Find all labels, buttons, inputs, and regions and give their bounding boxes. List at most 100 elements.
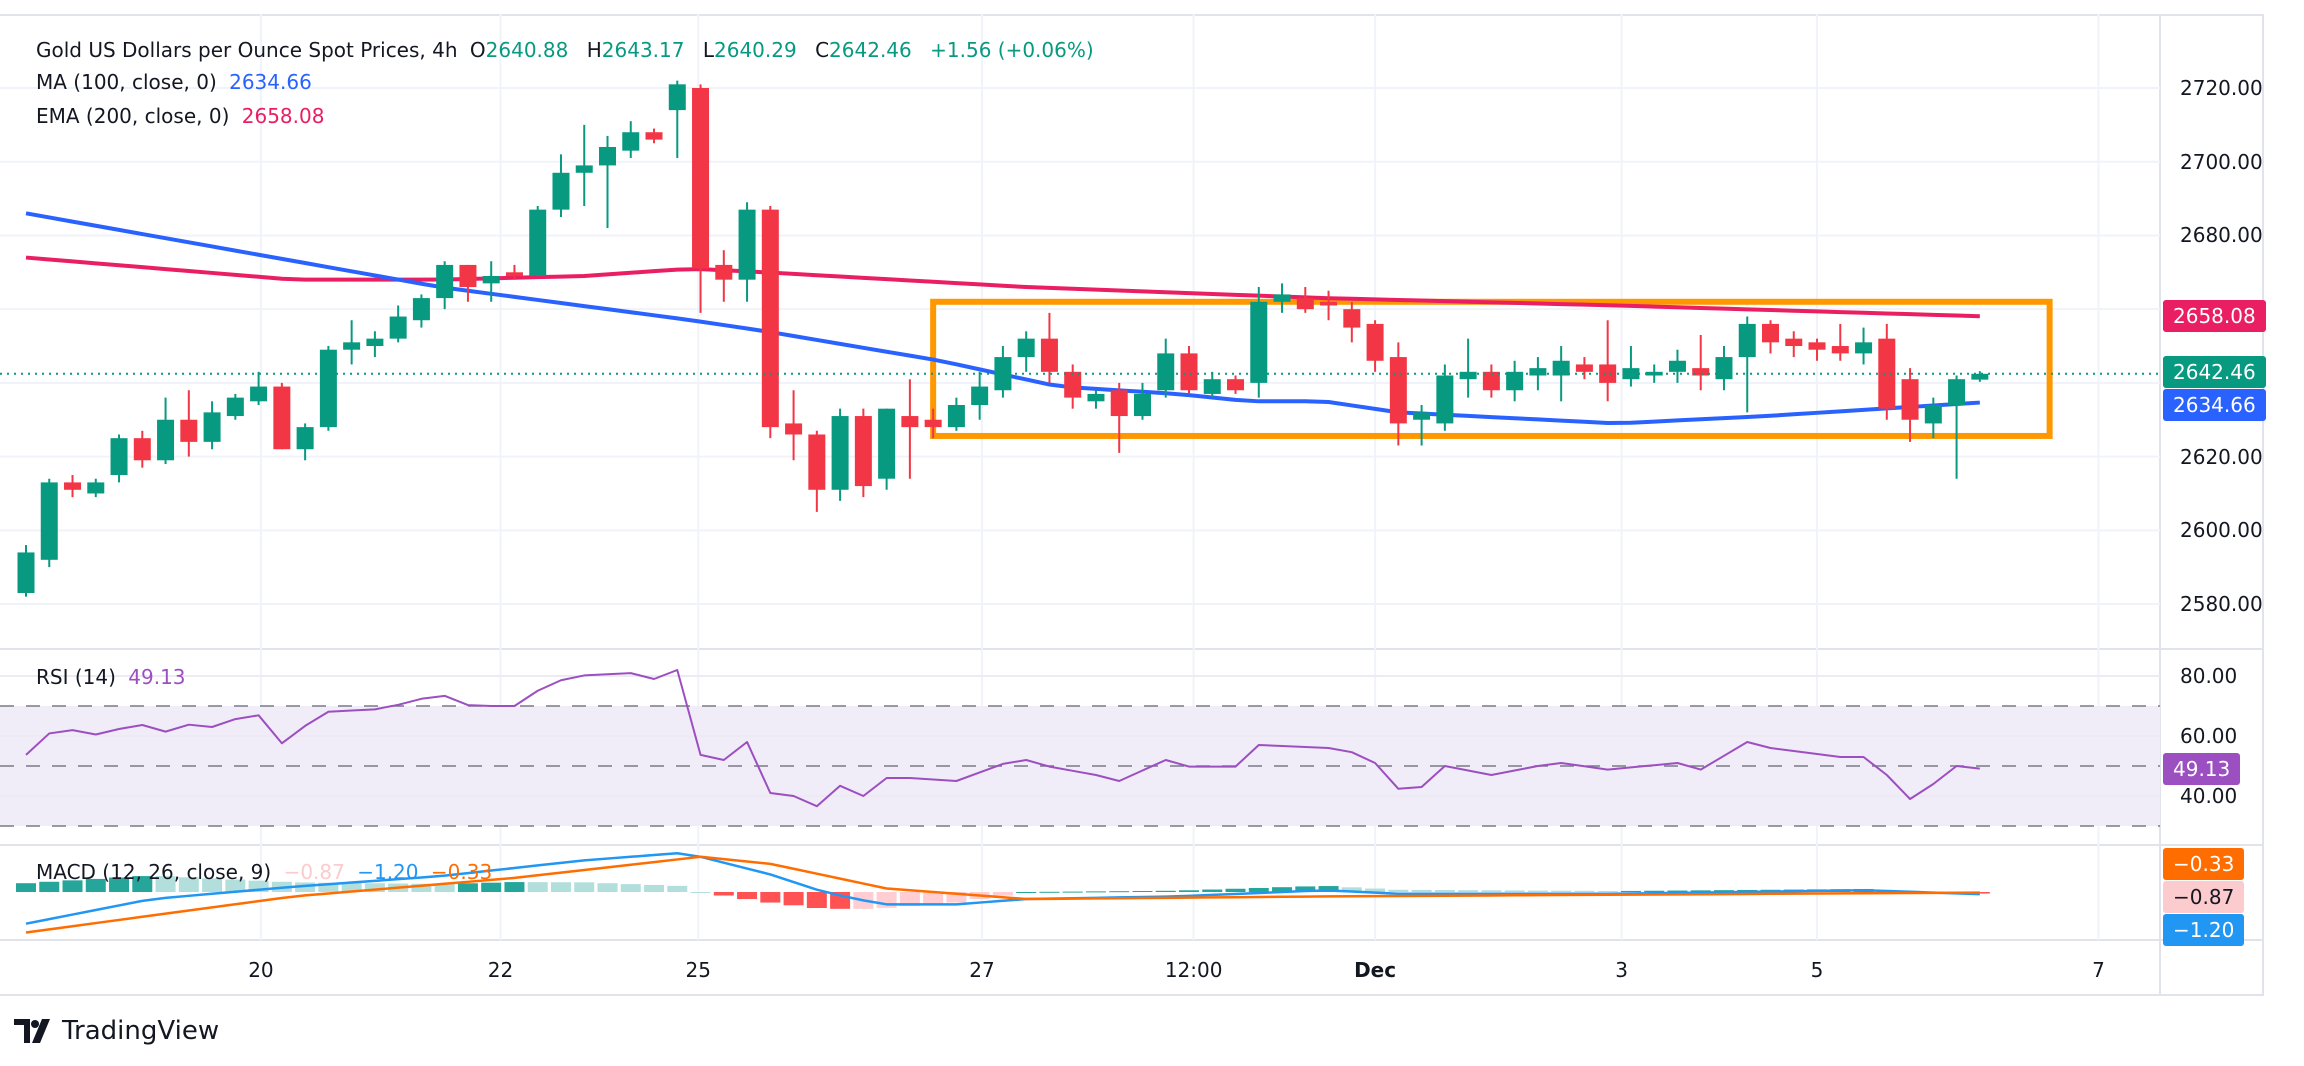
rsi-line [25, 669, 1980, 808]
macd-histogram-bar [295, 882, 316, 892]
macd-histogram-bar [690, 892, 711, 893]
candle-body [1575, 364, 1593, 372]
candle-body [808, 434, 826, 490]
macd-histogram-bar [667, 885, 688, 892]
macd-histogram-bar [1388, 889, 1409, 892]
ma-legend[interactable]: MA (100, close, 0) 2634.66 [36, 70, 318, 94]
tradingview-logo-icon [14, 1019, 50, 1043]
candle-body [854, 416, 872, 487]
macd-histogram-bar [434, 883, 455, 892]
tradingview-logo[interactable]: TradingView [14, 1016, 219, 1046]
candle-body [343, 342, 361, 350]
macd-histogram-bar [574, 882, 595, 892]
macd-histogram-bar [1132, 890, 1153, 892]
macd-histogram-bar [1248, 887, 1269, 892]
macd-histogram-bar [109, 877, 130, 892]
ma-label: MA (100, close, 0) [36, 70, 217, 94]
rsi-legend[interactable]: RSI (14) 49.13 [36, 665, 192, 689]
time-axis-label: 5 [1810, 958, 1824, 982]
candle-body [1087, 393, 1105, 402]
macd-histogram-bar [806, 892, 827, 909]
high-value: 2643.17 [601, 38, 685, 62]
candle-body [1855, 342, 1873, 354]
price-axis-label: 2580.00 [2180, 592, 2263, 617]
time-axis-label: 25 [685, 958, 711, 982]
macd-legend[interactable]: MACD (12, 26, close, 9) −0.87 −1.20 −0.3… [36, 860, 498, 884]
macd-histogram-bar [1434, 890, 1455, 892]
macd-histogram-bar [504, 882, 525, 892]
candle-body [878, 408, 896, 479]
macd-histogram-bar [457, 883, 478, 892]
candle-body [1692, 368, 1710, 376]
rsi-axis-label: 80.00 [2180, 664, 2238, 688]
candle-body [436, 264, 454, 299]
open-label: O [469, 38, 486, 62]
candle-body [1017, 338, 1035, 358]
candle-body [1157, 353, 1175, 391]
low-label: L [702, 38, 714, 62]
candle-body [947, 404, 965, 428]
macd-line-badge: −1.20 [2163, 914, 2245, 946]
ma-value: 2634.66 [229, 70, 312, 94]
candle-body [1738, 323, 1756, 358]
macd-histogram-bar [1295, 886, 1316, 892]
rsi-label: RSI (14) [36, 665, 116, 689]
symbol-legend: Gold US Dollars per Ounce Spot Prices, 4… [36, 38, 1100, 62]
macd-histogram-bar [318, 882, 339, 892]
candle-body [389, 316, 407, 339]
time-axis-label: 22 [487, 958, 514, 982]
low-value: 2640.29 [714, 38, 797, 62]
candle-body [1040, 338, 1058, 372]
macd-histogram-bar [39, 881, 60, 892]
macd-signal-badge: −0.33 [2163, 848, 2245, 880]
macd-line-value: −1.20 [357, 860, 419, 884]
macd-histogram-bar [713, 892, 734, 896]
macd-histogram-bar [16, 883, 36, 892]
candle-body [1366, 323, 1384, 361]
high-group: H2643.17 [587, 38, 691, 62]
candle-body [1273, 294, 1291, 302]
macd-histogram-bar [1481, 890, 1502, 892]
close-group: C2642.46 [815, 38, 918, 62]
macd-histogram-bar [899, 892, 920, 907]
candle-body [226, 397, 244, 417]
candle-body [1296, 298, 1314, 310]
macd-histogram-bar [1411, 889, 1432, 892]
candle-body [692, 88, 710, 269]
macd-histogram-bar [1109, 891, 1130, 893]
candle-body [459, 264, 477, 288]
ma-price-badge: 2634.66 [2163, 389, 2266, 421]
macd-histogram-bar [1574, 890, 1595, 892]
candle-body [668, 84, 686, 111]
candle-body [412, 298, 430, 321]
symbol-title: Gold US Dollars per Ounce Spot Prices, 4… [36, 38, 458, 62]
candle-body [971, 386, 989, 405]
candle-body [505, 272, 523, 276]
price-axis-label: 2720.00 [2180, 76, 2263, 100]
macd-histogram-bar [62, 880, 83, 892]
rsi-axis-label: 40.00 [2180, 784, 2238, 808]
candle-body [203, 412, 221, 442]
candle-body [1110, 390, 1128, 417]
macd-histogram-bar [527, 882, 548, 892]
ema-legend[interactable]: EMA (200, close, 0) 2658.08 [36, 104, 330, 128]
candle-body [785, 423, 803, 435]
candle-body [110, 438, 128, 476]
macd-histogram-bar [155, 876, 176, 892]
candle-body [1948, 379, 1966, 405]
candle-body [1785, 338, 1803, 347]
candle-body [529, 209, 547, 276]
macd-histogram-bar [1690, 890, 1711, 892]
macd-histogram-bar [550, 882, 571, 892]
ema-label: EMA (200, close, 0) [36, 104, 230, 128]
macd-histogram-bar [1597, 890, 1618, 892]
candle-body [1506, 371, 1524, 391]
candle-body [622, 132, 640, 151]
macd-histogram-bar [1039, 891, 1060, 893]
macd-histogram-bar [992, 892, 1013, 896]
macd-label: MACD (12, 26, close, 9) [36, 860, 272, 884]
candle-body [1227, 379, 1245, 391]
candle-body [599, 146, 616, 166]
price-axis-label: 2600.00 [2180, 518, 2263, 543]
